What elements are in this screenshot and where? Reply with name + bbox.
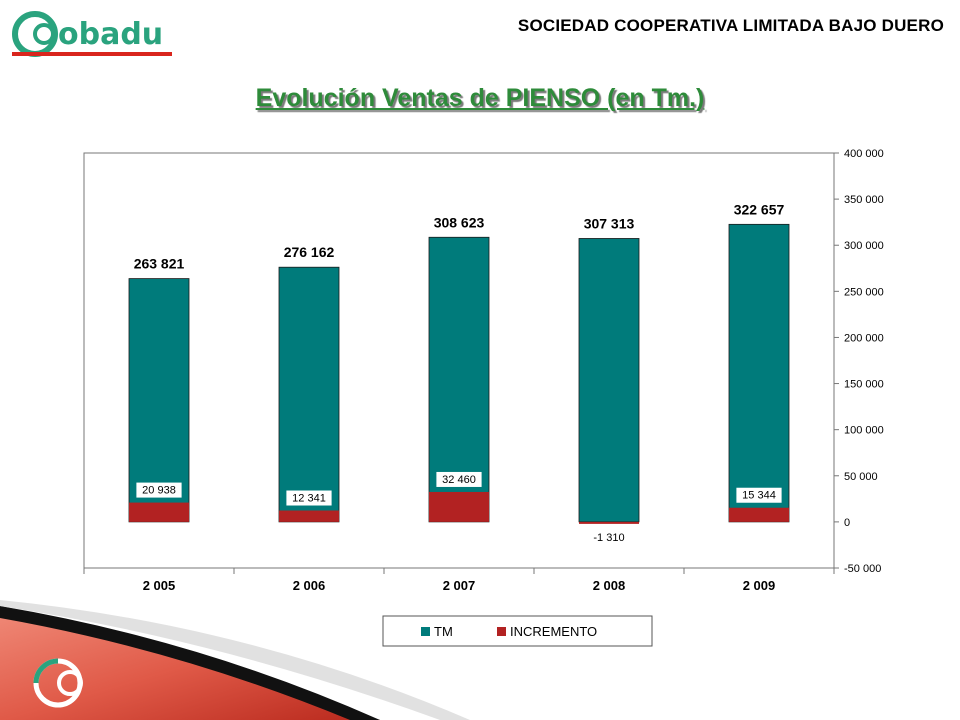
svg-text:obadu: obadu — [58, 17, 163, 52]
data-label-box — [436, 471, 482, 487]
data-label-incremento: 15 344 — [742, 490, 776, 502]
y-tick-label: 250 000 — [844, 286, 884, 298]
legend-swatch-tm — [421, 627, 430, 636]
y-tick-label: 300 000 — [844, 240, 884, 252]
data-label-incremento: -1 310 — [593, 532, 624, 544]
legend-label-incremento: INCREMENTO — [510, 624, 597, 639]
x-tick-label: 2 005 — [143, 578, 176, 593]
x-tick-label: 2 008 — [593, 578, 626, 593]
organization-name: SOCIEDAD COOPERATIVA LIMITADA BAJO DUERO — [517, 16, 944, 35]
bar-incremento — [279, 510, 339, 522]
data-label-incremento: 20 938 — [142, 485, 176, 497]
cobadu-logo: obadu — [12, 11, 172, 57]
chart-title: Evolución Ventas de PIENSO (en Tm.) — [255, 84, 705, 112]
bar-tm — [278, 266, 340, 523]
bar-tm — [728, 223, 790, 523]
data-label-tm: 276 162 — [284, 244, 335, 260]
x-axis: 2 005 2 006 2 007 2 008 2 009 — [83, 568, 835, 593]
y-axis: -50 000 0 50 000 100 000 150 000 200 000 250 0… — [834, 148, 884, 575]
data-label-box — [286, 490, 332, 506]
y-tick-label: 0 — [844, 517, 850, 529]
y-tick-label: 50 000 — [844, 471, 878, 483]
data-label-box — [136, 482, 182, 498]
bar-tm — [578, 238, 640, 523]
y-tick-label: 350 000 — [844, 194, 884, 206]
bar-incremento — [729, 507, 789, 522]
y-tick-label: 150 000 — [844, 379, 884, 391]
x-tick-label: 2 006 — [293, 578, 326, 593]
data-labels: 263 821 276 162 308 623 307 313 322 657 20 93… — [134, 201, 785, 544]
y-tick-label: -50 000 — [844, 563, 881, 575]
data-label-incremento: 32 460 — [442, 474, 476, 486]
bar-incremento — [129, 502, 189, 522]
y-tick-label: 100 000 — [844, 425, 884, 437]
legend: TM INCREMENTO — [382, 615, 653, 647]
bar-incremento — [429, 491, 489, 522]
x-tick-label: 2 007 — [443, 578, 476, 593]
data-label-tm: 322 657 — [734, 201, 785, 217]
data-label-tm: 307 313 — [584, 215, 635, 231]
x-tick-label: 2 009 — [743, 578, 776, 593]
data-label-tm: 308 623 — [434, 214, 485, 230]
legend-label-tm: TM — [434, 624, 453, 639]
bar-incremento — [579, 521, 639, 524]
bar-tm — [128, 278, 190, 523]
data-label-box — [736, 487, 782, 503]
data-label-incremento: 12 341 — [292, 493, 326, 505]
y-tick-label: 400 000 — [844, 148, 884, 160]
y-tick-label: 200 000 — [844, 332, 884, 344]
legend-swatch-incremento — [497, 627, 506, 636]
data-label-tm: 263 821 — [134, 256, 185, 272]
